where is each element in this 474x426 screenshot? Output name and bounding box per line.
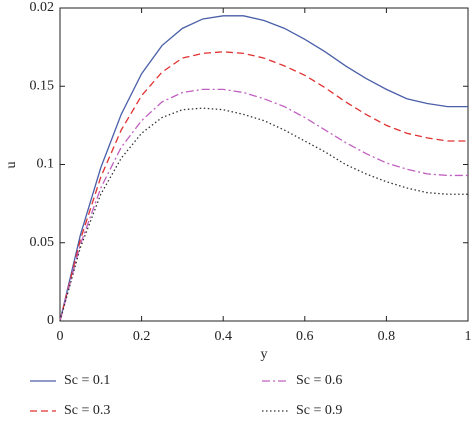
legend-label: Sc = 0.1 [64,373,110,388]
legend-label: Sc = 0.9 [296,403,342,418]
x-tick-label: 0 [57,329,64,344]
legend-label: Sc = 0.6 [296,373,342,388]
x-tick-label: 1 [465,329,472,344]
y-tick-label: 0 [47,313,54,328]
y-tick-label: 0.1 [37,157,55,172]
series-line [59,15,468,322]
series-line [59,107,468,322]
x-axis-label: y [261,347,268,362]
x-tick-label: 0.6 [296,329,314,344]
y-tick-label: 0.05 [30,235,55,250]
series-line [59,88,468,322]
x-tick-label: 0.8 [378,329,396,344]
x-tick-label: 0.4 [214,329,232,344]
legend-label: Sc = 0.3 [64,403,110,418]
x-tick-label: 0.2 [133,329,151,344]
plot-frame [59,7,469,322]
y-axis-label: u [4,162,19,169]
y-tick-label: 0.02 [30,0,55,15]
series-line [59,51,468,322]
y-tick-label: 0.15 [30,78,55,93]
